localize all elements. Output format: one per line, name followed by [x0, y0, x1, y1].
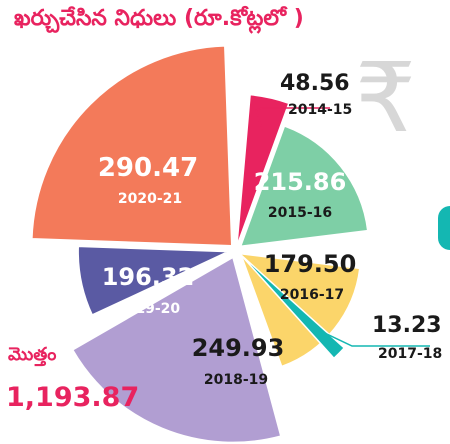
side-tab-decoration — [438, 206, 450, 250]
total-label: మొత్తం — [8, 344, 57, 365]
value-label-2016-17: 179.50 — [264, 250, 357, 278]
chart-title: ఖర్చుచేసిన నిధులు (రూ.కోట్లలో ) — [14, 6, 304, 31]
leader-line-2017-18 — [313, 327, 430, 347]
rupee-icon: ₹ — [355, 42, 417, 154]
year-label-2014-15: 2014-15 — [288, 102, 352, 118]
year-label-2020-21: 2020-21 — [118, 191, 182, 207]
value-label-2017-18: 13.23 — [372, 313, 442, 338]
year-label-2019-20: 2019-20 — [116, 301, 181, 317]
value-label-2018-19: 249.93 — [192, 334, 285, 362]
slice-2020-21 — [31, 45, 233, 247]
leader-line-2014-15 — [255, 107, 330, 132]
slice-2015-16 — [239, 125, 369, 248]
slice-2014-15 — [236, 93, 290, 247]
year-label-2017-18: 2017-18 — [378, 346, 442, 362]
value-label-2020-21: 290.47 — [98, 153, 198, 183]
slice-2019-20 — [77, 245, 229, 316]
slice-2018-19 — [71, 256, 282, 444]
year-label-2015-16: 2015-16 — [268, 205, 332, 221]
value-label-2019-20: 196.32 — [102, 263, 195, 291]
value-label-2014-15: 48.56 — [280, 71, 350, 96]
year-label-2018-19: 2018-19 — [204, 372, 268, 388]
value-label-2015-16: 215.86 — [254, 168, 347, 196]
total-value: 1,193.87 — [6, 382, 140, 413]
year-label-2016-17: 2016-17 — [280, 287, 344, 303]
slice-2017-18 — [239, 253, 346, 360]
